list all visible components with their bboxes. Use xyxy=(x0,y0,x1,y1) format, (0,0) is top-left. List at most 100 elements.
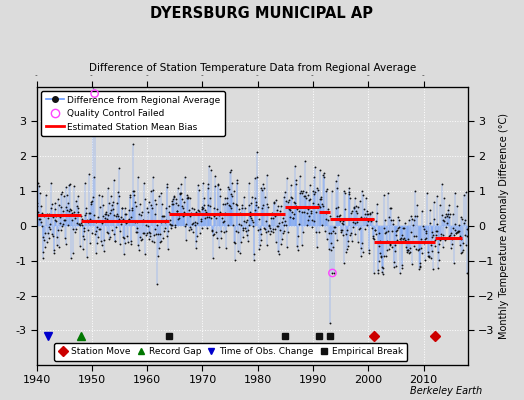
Point xyxy=(441,214,449,220)
Point xyxy=(313,185,321,191)
Point xyxy=(236,250,244,256)
Point xyxy=(290,199,298,205)
Point xyxy=(125,194,134,200)
Point xyxy=(198,206,206,212)
Point xyxy=(214,181,222,187)
Point xyxy=(292,180,301,187)
Point xyxy=(324,206,332,212)
Point xyxy=(71,226,80,232)
Point xyxy=(354,238,362,245)
Point xyxy=(435,241,443,247)
Point xyxy=(245,202,253,208)
Point xyxy=(439,232,447,238)
Point xyxy=(58,189,66,195)
Point xyxy=(365,247,373,254)
Point xyxy=(320,209,329,215)
Point xyxy=(255,226,264,233)
Point xyxy=(232,227,240,234)
Point xyxy=(192,244,201,251)
Point xyxy=(375,243,383,249)
Point xyxy=(305,213,313,220)
Point xyxy=(240,218,248,224)
Point xyxy=(189,229,198,235)
Point xyxy=(130,199,139,205)
Point xyxy=(60,192,68,199)
Point xyxy=(284,199,292,205)
Point xyxy=(39,234,48,240)
Point xyxy=(431,237,439,243)
Point xyxy=(287,193,296,200)
Point xyxy=(33,212,41,219)
Point xyxy=(358,249,367,255)
Point xyxy=(323,186,332,193)
Point xyxy=(249,219,257,225)
Point xyxy=(144,209,152,216)
Point xyxy=(265,221,273,228)
Point xyxy=(205,163,213,169)
Point xyxy=(59,208,68,214)
Point xyxy=(56,214,64,220)
Point xyxy=(293,233,302,239)
Point xyxy=(462,270,471,276)
Point xyxy=(274,223,282,230)
Point xyxy=(258,187,266,194)
Point xyxy=(336,227,345,234)
Point xyxy=(158,200,166,207)
Point xyxy=(294,221,303,228)
Point xyxy=(151,211,160,218)
Point xyxy=(261,218,270,224)
Point xyxy=(78,222,86,228)
Point xyxy=(280,194,289,200)
Point xyxy=(440,195,449,202)
Point xyxy=(334,172,342,178)
Point xyxy=(52,213,60,219)
Point xyxy=(214,212,223,218)
Point xyxy=(51,206,60,212)
Point xyxy=(304,217,312,224)
Point xyxy=(42,211,51,217)
Point xyxy=(37,219,46,225)
Point xyxy=(124,217,132,223)
Point xyxy=(459,240,467,246)
Point xyxy=(225,186,233,192)
Point xyxy=(412,246,420,252)
Point xyxy=(405,250,413,256)
Point xyxy=(217,235,225,242)
Point xyxy=(264,228,272,234)
Point xyxy=(287,182,295,188)
Point xyxy=(345,191,353,198)
Point xyxy=(175,215,183,222)
Point xyxy=(321,228,329,234)
Point xyxy=(50,247,58,254)
Point xyxy=(314,203,323,209)
Point xyxy=(450,260,458,266)
Point xyxy=(72,198,80,204)
Point xyxy=(307,208,315,214)
Point xyxy=(385,214,393,220)
Point xyxy=(442,224,450,230)
Point xyxy=(41,192,50,198)
Point xyxy=(378,264,386,270)
Point xyxy=(383,238,391,245)
Point xyxy=(366,210,374,216)
Point xyxy=(422,228,430,234)
Point xyxy=(283,244,291,250)
Point xyxy=(399,236,408,242)
Point xyxy=(187,210,195,216)
Point xyxy=(347,230,355,236)
Point xyxy=(77,213,85,219)
Point xyxy=(159,235,167,242)
Point xyxy=(315,167,324,173)
Point xyxy=(261,226,269,233)
Point xyxy=(129,187,137,194)
Point xyxy=(40,237,48,244)
Point xyxy=(70,209,78,215)
Point xyxy=(371,226,379,233)
Point xyxy=(400,234,409,241)
Point xyxy=(97,218,105,224)
Point xyxy=(296,190,304,196)
Point xyxy=(85,210,94,216)
Point xyxy=(407,228,416,235)
Point xyxy=(122,211,130,217)
Point xyxy=(194,181,202,188)
